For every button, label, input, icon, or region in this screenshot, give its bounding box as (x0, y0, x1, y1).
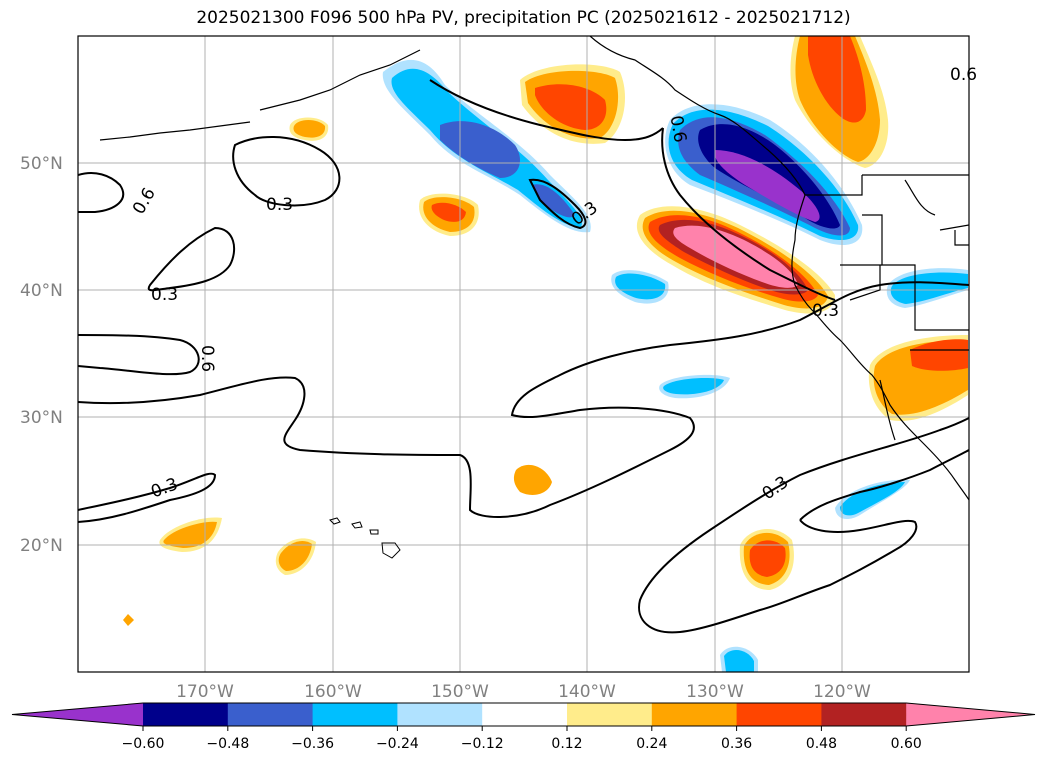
contour-label: 0.3 (812, 301, 839, 321)
lat-label-30n: 30°N (20, 408, 63, 428)
figure-title: 2025021300 F096 500 hPa PV, precipitatio… (196, 8, 851, 28)
colorbar-segment (821, 703, 907, 726)
contour-label: 0.6 (129, 185, 160, 218)
colorbar-extend-high (906, 703, 1035, 726)
contour-label: 0.6 (666, 114, 690, 144)
colorbar-segment (736, 703, 822, 726)
colorbar-tick-label: −0.60 (122, 736, 165, 752)
lon-label-160w: 160°W (304, 682, 362, 702)
colorbar-tick-label: −0.12 (461, 736, 504, 752)
lon-label-150w: 150°W (431, 682, 489, 702)
map-frame (77, 35, 970, 673)
colorbar-tick-label: 0.36 (721, 736, 752, 752)
colorbar-segment (397, 703, 483, 726)
colorbar-segment (143, 703, 229, 726)
colorbar-tick-label: 0.60 (891, 736, 922, 752)
colorbar-tick-label: −0.36 (291, 736, 334, 752)
lon-label-120w: 120°W (813, 682, 871, 702)
lat-label-40n: 40°N (20, 281, 63, 301)
lat-label-50n: 50°N (20, 154, 63, 174)
colorbar-segment (567, 703, 653, 726)
coastlines (99, 36, 969, 501)
colorbar-extend-low (12, 703, 143, 726)
precip-shading (123, 36, 968, 672)
hawaii-islands (329, 517, 401, 559)
lat-label-20n: 20°N (20, 536, 63, 556)
longitude-labels: 170°W 160°W 150°W 140°W 130°W 120°W (176, 682, 871, 702)
colorbar-tick-label: 0.48 (806, 736, 837, 752)
colorbar-tick-label: 0.12 (551, 736, 582, 752)
pv-contours (78, 79, 969, 634)
lon-label-130w: 130°W (686, 682, 744, 702)
lon-label-140w: 140°W (558, 682, 616, 702)
latitude-labels: 50°N 40°N 30°N 20°N (20, 154, 63, 556)
contour-label: 0.6 (197, 345, 217, 372)
colorbar-tick-label: −0.48 (206, 736, 249, 752)
contour-label: 0.6 (950, 65, 977, 85)
colorbar: −0.60 −0.48 −0.36 −0.24 −0.12 0.12 0.24 0.36 0.4… (11, 702, 1036, 752)
colorbar-segment (482, 703, 568, 726)
lon-label-170w: 170°W (176, 682, 234, 702)
contour-label: 0.3 (759, 472, 793, 504)
colorbar-tick-label: −0.24 (376, 736, 419, 752)
colorbar-tick-label: 0.24 (636, 736, 667, 752)
colorbar-segment (651, 703, 738, 726)
contour-label: 0.3 (266, 195, 293, 215)
colorbar-segment (227, 703, 314, 726)
colorbar-segment (312, 703, 398, 726)
contour-label: 0.3 (151, 285, 178, 305)
